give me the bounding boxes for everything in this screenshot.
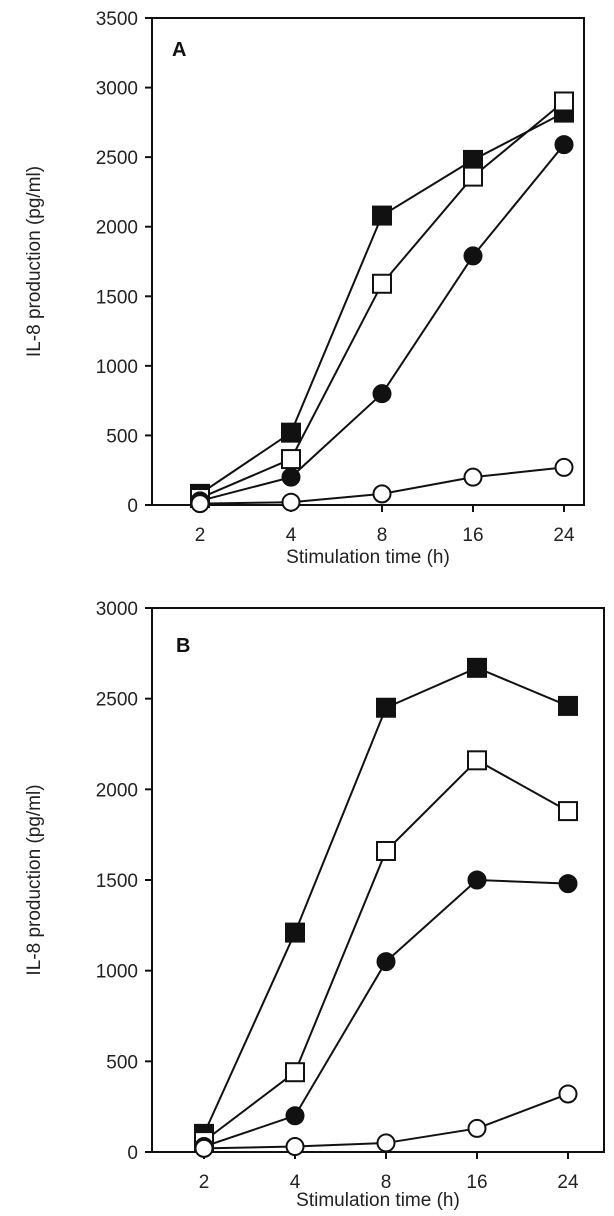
plot-frame (151, 607, 605, 1153)
data-point-open-square (467, 750, 487, 771)
series-line-open-square (199, 100, 565, 499)
y-tick-label: 3500 (96, 9, 138, 30)
data-point-filled-circle (467, 870, 487, 890)
data-point-open-square (558, 801, 578, 822)
series-line-filled-square (199, 111, 565, 495)
data-point-open-circle (194, 1138, 214, 1158)
data-point-filled-circle (463, 246, 483, 266)
y-tick-label: 2000 (96, 780, 138, 801)
plot-frame (151, 17, 585, 506)
data-point-filled-circle (281, 467, 301, 487)
data-point-open-square (463, 166, 483, 187)
data-point-filled-circle (554, 135, 574, 155)
x-tick-label: 4 (290, 1172, 301, 1193)
data-point-open-circle (285, 1137, 305, 1157)
y-tick-label: 1000 (96, 962, 138, 983)
series-line-filled-square (203, 666, 569, 1135)
y-tick-label: 3000 (96, 79, 138, 100)
data-point-open-circle (554, 457, 574, 477)
series-line-open-square (203, 759, 569, 1142)
data-point-filled-circle (372, 384, 392, 404)
x-tick-label: 16 (466, 1172, 487, 1193)
data-point-open-square (281, 449, 301, 470)
x-tick-label: 24 (557, 1172, 579, 1193)
data-point-open-circle (281, 492, 301, 512)
x-tick-label: 16 (462, 525, 483, 546)
y-tick-label: 1500 (96, 871, 138, 892)
data-point-filled-square (376, 697, 396, 718)
data-point-open-circle (467, 1118, 487, 1138)
data-point-open-square (372, 273, 392, 294)
data-point-open-circle (463, 467, 483, 487)
x-tick-label: 24 (553, 525, 575, 546)
y-tick-label: 500 (106, 1052, 138, 1073)
data-point-filled-square (281, 422, 301, 443)
data-point-filled-square (463, 149, 483, 170)
data-point-open-square (554, 91, 574, 112)
x-axis-title: Stimulation time (h) (286, 547, 450, 568)
x-axis-title: Stimulation time (h) (296, 1190, 460, 1211)
data-point-open-circle (190, 494, 210, 514)
x-tick-label: 2 (199, 1172, 210, 1193)
y-tick-label: 1500 (96, 287, 138, 308)
data-point-filled-square (467, 657, 487, 678)
y-tick-label: 3000 (96, 599, 138, 620)
data-point-filled-circle (376, 952, 396, 972)
data-point-filled-square (558, 695, 578, 716)
panel-label: B (176, 635, 190, 657)
data-point-open-square (376, 840, 396, 861)
data-point-open-circle (372, 484, 392, 504)
series-line-filled-circle (199, 143, 565, 502)
x-tick-label: 4 (286, 525, 297, 546)
data-point-filled-circle (285, 1106, 305, 1126)
data-point-open-square (285, 1062, 305, 1083)
y-tick-label: 2000 (96, 218, 138, 239)
data-point-filled-square (372, 205, 392, 226)
data-point-filled-circle (558, 874, 578, 894)
x-tick-label: 8 (377, 525, 388, 546)
y-tick-label: 500 (106, 426, 138, 447)
x-tick-label: 2 (195, 525, 206, 546)
data-point-open-circle (558, 1084, 578, 1104)
data-point-open-circle (376, 1133, 396, 1153)
data-point-filled-square (285, 922, 305, 943)
y-tick-label: 0 (127, 1143, 138, 1164)
y-axis-title: IL-8 production (pg/ml) (24, 784, 45, 975)
x-tick-label: 8 (381, 1172, 392, 1193)
y-tick-label: 1000 (96, 357, 138, 378)
y-tick-label: 2500 (96, 690, 138, 711)
y-axis-title: IL-8 production (pg/ml) (24, 166, 45, 357)
y-tick-label: 0 (127, 496, 138, 517)
panel-label: A (172, 39, 186, 61)
y-tick-label: 2500 (96, 148, 138, 169)
